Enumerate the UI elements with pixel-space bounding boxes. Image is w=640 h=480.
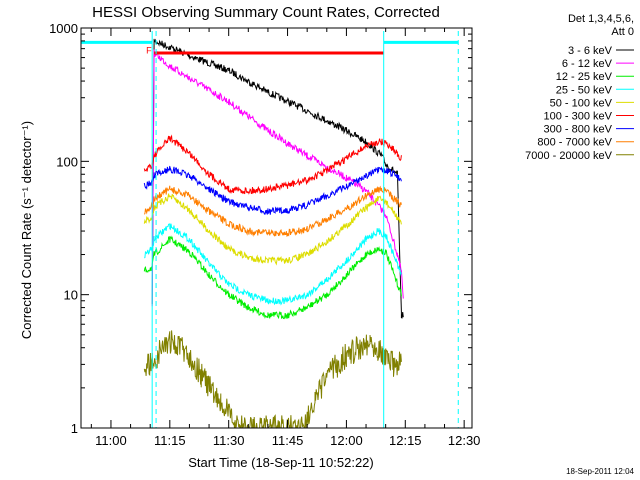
legend-label-7000-20000-kev: 7000 - 20000 keV [525,150,613,162]
series-line-7000-20000-kev [143,330,402,429]
y-axis-label-group: Corrected Count Rate (s⁻¹ detector⁻¹) [19,121,34,339]
legend-label-100-300-kev: 100 - 300 keV [544,111,613,123]
y-tick-label-100: 100 [56,154,78,169]
legend-label-800-7000-kev: 800 - 7000 keV [537,137,612,149]
x-tick-label-11-45: 11:45 [272,433,304,448]
x-axis-label: Start Time (18-Sep-11 10:52:22) [188,455,373,470]
series-line-50-100-kev [143,193,402,266]
series-line-6-12-kev [151,49,404,307]
y-tick-label-1000: 1000 [49,21,78,36]
legend-header-line-2: Att 0 [611,26,634,38]
axes: 11:00 11:15 11:30 11:45 12:00 12:15 12:30 1 10 10… [49,21,480,448]
plot-frame [80,27,473,429]
y-axis-label: Corrected Count Rate (s⁻¹ detector⁻¹) [19,121,34,339]
chart-title: HESSI Observing Summary Count Rates, Cor… [92,4,440,21]
series-line-100-300-kev [143,134,402,195]
y-tick-label-10: 10 [64,288,78,303]
series-line-25-50-kev [144,223,402,306]
series-line-300-800-kev [143,165,402,215]
footer-stamp: 18-Sep-2011 12:04 [566,467,634,476]
legend-label-50-100-kev: 50 - 100 keV [550,97,613,109]
series-line-800-7000-kev [143,185,402,237]
legend-header: Det 1,3,4,5,6, Att 0 [568,13,634,38]
legend-header-line-1: Det 1,3,4,5,6, [568,13,634,25]
legend-label-300-800-kev: 300 - 800 keV [544,124,613,136]
series-line-12-25-kev [143,235,402,320]
x-tick-label-11-00: 11:00 [95,433,127,448]
flare-marker: F [146,45,152,55]
series-line-3-6-kev [151,38,404,319]
legend-label-3-6-kev: 3 - 6 keV [568,45,613,57]
x-tick-label-12-15: 12:15 [389,433,422,448]
x-tick-label-12-30: 12:30 [448,433,481,448]
legend-label-6-12-kev: 6 - 12 keV [562,58,613,70]
x-tick-label-12-00: 12:00 [330,433,363,448]
y-tick-label-1: 1 [71,421,78,436]
plot-area: F [81,31,459,429]
x-tick-label-11-15: 11:15 [154,433,186,448]
x-tick-label-11-30: 11:30 [213,433,245,448]
legend-label-12-25-kev: 12 - 25 keV [556,71,613,83]
legend-label-25-50-kev: 25 - 50 keV [556,84,613,96]
